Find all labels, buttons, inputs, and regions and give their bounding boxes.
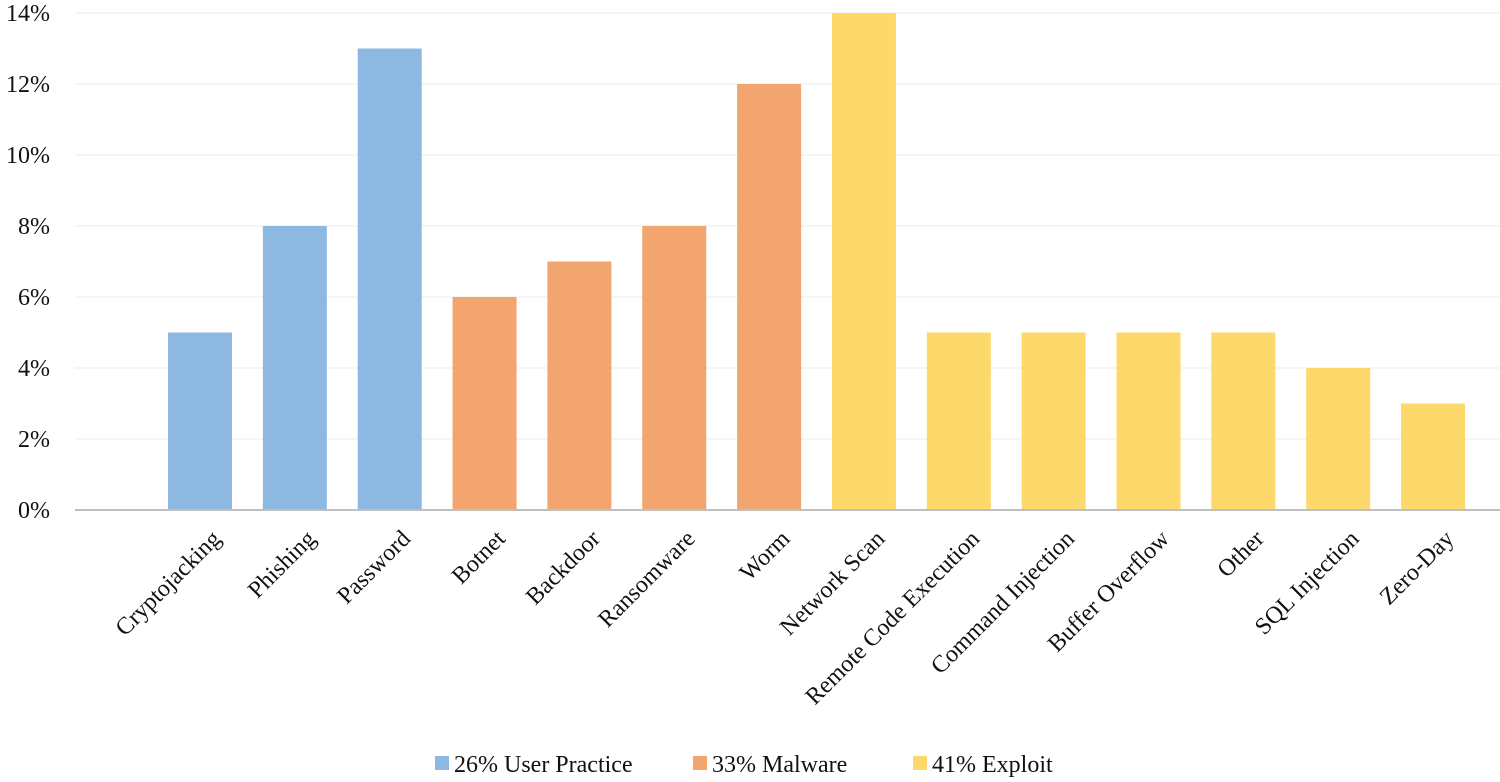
legend-swatch	[435, 756, 449, 770]
bar	[1211, 332, 1276, 510]
bar	[262, 226, 327, 510]
y-tick-label: 14%	[6, 1, 50, 27]
y-tick-label: 8%	[18, 214, 50, 240]
category-labels: Cryptojacking Phishing Password Botnet Backd…	[111, 525, 1460, 710]
bar	[547, 261, 612, 510]
category-label: Worm	[735, 526, 796, 587]
category-label: Botnet	[447, 526, 511, 590]
category-label: Ransomware	[594, 526, 701, 633]
bar	[168, 332, 232, 510]
category-label: Other	[1213, 526, 1270, 583]
category-label: Password	[332, 526, 415, 609]
bar	[357, 48, 422, 510]
legend-swatch	[693, 756, 707, 770]
category-label: Zero-Day	[1375, 526, 1459, 610]
y-tick-label: 4%	[18, 356, 50, 382]
y-tick-label: 10%	[6, 143, 50, 169]
y-tick-label: 0%	[18, 498, 50, 524]
category-label: Phishing	[243, 526, 321, 604]
bar	[737, 84, 802, 510]
legend: 26% User Practice 33% Malware 41% Exploit	[435, 752, 1053, 778]
category-label: Backdoor	[521, 526, 605, 610]
bar	[926, 332, 991, 510]
bar	[642, 226, 707, 510]
legend-label: 33% Malware	[712, 752, 847, 778]
bars	[168, 13, 1466, 510]
bar	[1116, 332, 1181, 510]
legend-swatch	[913, 756, 927, 770]
legend-label: 41% Exploit	[932, 752, 1053, 778]
bar	[1021, 332, 1086, 510]
bar	[452, 297, 517, 510]
legend-label: 26% User Practice	[454, 752, 633, 778]
y-tick-label: 6%	[18, 285, 50, 311]
y-tick-label: 2%	[18, 427, 50, 453]
category-label: Remote Code Execution	[801, 526, 985, 710]
bar	[831, 13, 896, 510]
bar	[1401, 403, 1466, 510]
bar	[1306, 368, 1371, 510]
category-label: Cryptojacking	[111, 526, 226, 641]
y-tick-labels: 0% 2% 4% 6% 8% 10% 12% 14%	[6, 1, 50, 524]
y-tick-label: 12%	[6, 72, 50, 98]
